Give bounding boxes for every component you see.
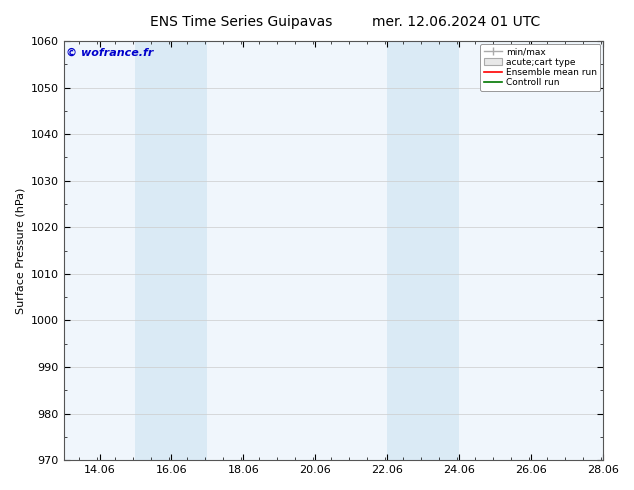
- Text: mer. 12.06.2024 01 UTC: mer. 12.06.2024 01 UTC: [372, 15, 541, 29]
- Text: © wofrance.fr: © wofrance.fr: [66, 48, 153, 57]
- Legend: min/max, acute;cart type, Ensemble mean run, Controll run: min/max, acute;cart type, Ensemble mean …: [481, 44, 600, 91]
- Y-axis label: Surface Pressure (hPa): Surface Pressure (hPa): [15, 187, 25, 314]
- Text: ENS Time Series Guipavas: ENS Time Series Guipavas: [150, 15, 332, 29]
- Bar: [387, 41, 459, 460]
- Bar: [136, 41, 207, 460]
